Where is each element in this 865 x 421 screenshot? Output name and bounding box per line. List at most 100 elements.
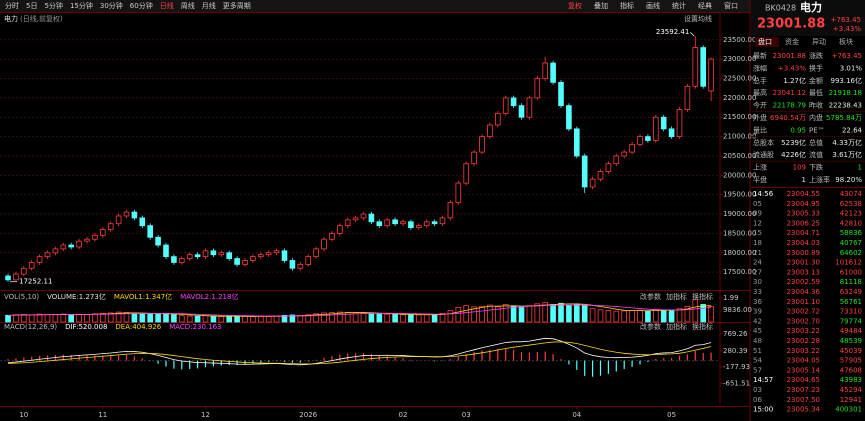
tick-price: 23000.89 [787,249,820,257]
period-tab[interactable]: 5分钟 [44,1,62,10]
candle-body [155,236,161,246]
quote-label: 总手 [753,76,767,85]
tick-price: 23002.59 [787,278,820,286]
tick-time: 48 [753,337,762,345]
volume-bar [321,312,327,323]
candle-body [297,263,304,269]
volume-bar [439,313,446,323]
tick-price: 23005.14 [787,366,821,374]
pane-button[interactable]: 改参数 [640,292,661,301]
volume-bar [384,313,390,323]
tick-time: 30 [753,278,762,286]
tick-time: 51 [753,347,762,355]
tick-volume: 49484 [840,327,863,335]
volume-bar [218,316,225,323]
candle-body [668,128,675,138]
volume-bar [447,310,454,323]
volume-bar [107,312,114,323]
period-tab[interactable]: 15分钟 [70,1,93,10]
candle-body [384,219,390,227]
period-tab[interactable]: 5日 [26,2,37,10]
pane-button[interactable]: 加指标 [666,292,687,301]
tick-price: 23004.95 [787,200,820,208]
tool-button[interactable]: 叠加 [594,1,608,10]
period-tab[interactable]: 30分钟 [100,1,123,10]
candle-body [621,151,627,157]
candle-body [566,105,572,130]
tool-button[interactable]: 经典 [698,1,712,10]
legend-entry: VOLUME:1.273亿 [47,292,106,301]
y-tick-label: 20000.00 [723,171,756,179]
pane-button[interactable]: 改参数 [640,322,661,331]
volume-bar [534,303,541,323]
volume-bar [52,314,59,323]
candle-body [123,211,130,217]
candle-body [171,256,177,263]
y-tick-label: 280.39 [723,347,748,355]
volume-bar [84,314,90,323]
volume-bar [653,308,659,323]
tick-time: 21 [753,249,762,257]
tick-volume: 57905 [840,357,862,365]
volume-bar [344,311,351,323]
tool-button[interactable]: 画线 [646,1,660,10]
volume-bar [502,304,509,323]
tick-price: 23003.13 [787,268,820,276]
volume-bar [494,306,501,323]
quote-label: 最低 [809,88,823,97]
chart-subtitle: (日线,前复权) [20,14,63,23]
volume-bar [668,310,675,323]
candle-body [194,254,201,258]
period-tab[interactable]: 60分钟 [130,1,153,10]
tick-volume: 40767 [840,239,862,247]
period-tab[interactable]: 分时 [5,1,19,10]
tool-button[interactable]: 统计 [672,1,686,10]
quote-tab[interactable]: 板块 [839,37,853,46]
period-tab[interactable]: 日线 [160,1,174,10]
candle-body [352,217,359,221]
quote-value: 23001.88 [773,52,806,60]
tool-button[interactable]: 复权 [568,1,582,10]
legend-entry: MACD:230.163 [169,323,221,331]
quote-value: 98.20% [835,176,862,184]
y-tick-label: 19000.00 [723,210,756,218]
pane-button[interactable]: 换指标 [692,292,713,301]
y-tick-label: 18000.00 [723,249,756,257]
quote-tab[interactable]: 异动 [812,37,826,46]
tick-time: 14:57 [753,376,773,384]
quote-label: 内盘 [809,113,823,122]
candle-body [653,116,659,141]
candle-body [202,250,209,258]
tick-volume: 62538 [840,200,862,208]
candle-body [250,256,256,261]
quote-tab[interactable]: 盘口 [758,37,772,46]
ma-settings[interactable]: 设置均线 [684,14,712,23]
candle-body [423,221,430,227]
pane-button[interactable]: 换指标 [692,322,713,331]
volume-bar [676,308,683,323]
tick-volume: 400301 [835,406,862,414]
candle-body [107,223,114,230]
tool-button[interactable]: 窗口 [724,1,738,10]
candle-body [487,124,493,138]
volume-bar [597,309,604,323]
volume-bar [605,310,612,323]
quote-tab[interactable]: 资金 [785,37,799,46]
volume-bar [336,311,343,323]
candle-body [376,221,383,227]
x-tick-label: 03 [462,411,471,419]
tick-price: 23004.55 [787,190,820,198]
tool-button[interactable]: 指标 [620,1,634,10]
tick-volume: 12941 [840,396,862,404]
period-tab[interactable]: 更多周期 [223,1,251,10]
pane-button[interactable]: 加指标 [666,322,687,331]
period-tab[interactable]: 月线 [202,1,216,10]
candle-body [210,250,217,256]
candle-body [360,213,367,219]
volume-bar [289,314,296,323]
period-tab[interactable]: 周线 [181,1,195,10]
quote-label: 最新 [753,51,767,60]
candle-body [692,47,699,87]
tick-volume: 47608 [840,366,862,374]
quote-value: +763.45 [832,52,862,60]
